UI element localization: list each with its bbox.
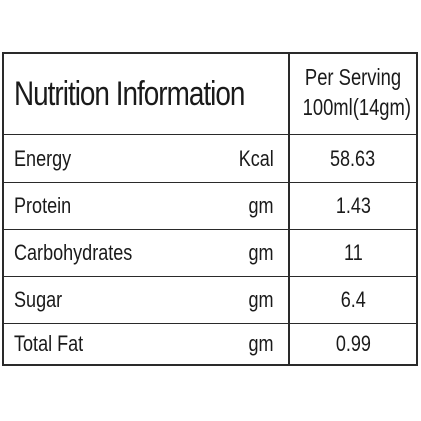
nutrient-value: 11	[343, 240, 363, 265]
table-row-sugar: Sugar gm 6.4	[4, 276, 416, 323]
column-divider	[288, 54, 290, 364]
table-header-row: Nutrition Information Per Serving 100ml(…	[4, 54, 416, 134]
nutrient-value: 1.43	[335, 193, 371, 218]
nutrient-unit: gm	[248, 193, 274, 218]
table-row-carbohydrates: Carbohydrates gm 11	[4, 229, 416, 276]
nutrient-name: Protein	[14, 193, 72, 218]
nutrient-value-cell: 1.43	[290, 183, 416, 229]
nutrient-value: 58.63	[330, 145, 376, 171]
nutrient-unit: gm	[248, 331, 274, 356]
table-row-protein: Protein gm 1.43	[4, 182, 416, 229]
nutrient-value-cell: 6.4	[290, 277, 416, 323]
nutrient-name: Energy	[14, 145, 72, 171]
table-row-total-fat: Total Fat gm 0.99	[4, 323, 416, 364]
nutrient-unit: gm	[248, 240, 274, 265]
nutrient-name: Total Fat	[14, 331, 84, 356]
nutrient-value-cell: 11	[290, 230, 416, 276]
serving-label: Per Serving	[304, 64, 402, 90]
table-title: Nutrition Information	[14, 75, 245, 113]
serving-size-header: Per Serving 100ml(14gm)	[290, 62, 416, 122]
nutrient-name: Sugar	[14, 287, 63, 312]
nutrient-unit: Kcal	[238, 145, 274, 171]
serving-amount: 100ml(14gm)	[302, 94, 411, 120]
nutrient-name: Carbohydrates	[14, 240, 133, 265]
nutrition-table: Nutrition Information Per Serving 100ml(…	[2, 52, 418, 366]
nutrient-value-cell: 0.99	[290, 324, 416, 364]
nutrient-value: 6.4	[340, 287, 366, 312]
table-row-energy: Energy Kcal 58.63	[4, 134, 416, 182]
nutrient-value: 0.99	[335, 331, 371, 356]
nutrient-value-cell: 58.63	[290, 135, 416, 182]
nutrient-unit: gm	[248, 287, 274, 312]
